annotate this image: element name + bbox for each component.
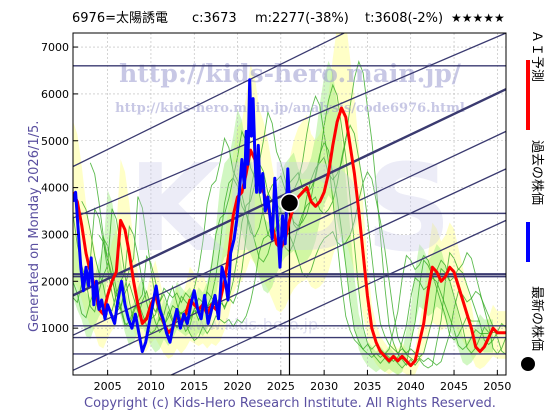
latest-price-marker — [279, 193, 300, 213]
copyright-footer: Copyright (c) Kids-Hero Research Institu… — [84, 396, 496, 411]
x-tick-label-2030: 2030 — [310, 380, 338, 393]
y-tick-label-3000: 3000 — [41, 228, 69, 241]
current-price: c:3673 — [192, 11, 237, 26]
x-tick-label-2005: 2005 — [94, 380, 122, 393]
y-tick-label-4000: 4000 — [41, 182, 69, 195]
plot-border — [72, 32, 507, 376]
generated-label: Generated on Monday 2026/1/5. — [27, 121, 42, 332]
scenario-line-6 — [73, 94, 480, 355]
y-tick-label-5000: 5000 — [41, 135, 69, 148]
rating-stars: ★★★★★ — [451, 11, 505, 25]
y-tick-label-6000: 6000 — [41, 88, 69, 101]
past-price-series — [73, 78, 291, 354]
legend-latest-marker — [521, 357, 535, 371]
y-tick-label-2000: 2000 — [41, 275, 69, 288]
chart-title: 6976=太陽誘電 — [72, 11, 168, 26]
trend-channel-line-1 — [73, 33, 346, 168]
y-tick-label-7000: 7000 — [41, 41, 69, 54]
x-tick-label-2040: 2040 — [397, 380, 425, 393]
x-tick-label-2010: 2010 — [137, 380, 165, 393]
x-tick-label-2020: 2020 — [224, 380, 252, 393]
ai-forecast-series — [73, 106, 506, 368]
x-tick-label-2015: 2015 — [180, 380, 208, 393]
median-price: m:2277(-38%) — [255, 11, 349, 26]
watermark-url-analysis: http://kids-hero.main.jp/analysis/code69… — [115, 101, 465, 116]
x-tick-label-2045: 2045 — [440, 380, 468, 393]
trend-channel-line-6 — [169, 219, 506, 375]
legend-latest-label: 最新の株価 — [529, 286, 545, 351]
watermark-url-main: http://kids-hero.main.jp/ — [119, 59, 462, 88]
scenario-line-3 — [81, 124, 506, 358]
x-tick-label-2050: 2050 — [483, 380, 511, 393]
watermark-faint: www.kids-hero.jp — [182, 315, 318, 334]
target-price: t:3608(-2%) — [365, 11, 443, 26]
legend-past-label: 過去の株価 — [529, 140, 544, 205]
y-tick-label-1000: 1000 — [41, 322, 69, 335]
trend-channel-line-2 — [73, 33, 506, 219]
x-tick-label-2025: 2025 — [267, 380, 295, 393]
x-tick-label-2035: 2035 — [353, 380, 381, 393]
legend-ai-label: ＡＩ予測 — [529, 30, 544, 82]
